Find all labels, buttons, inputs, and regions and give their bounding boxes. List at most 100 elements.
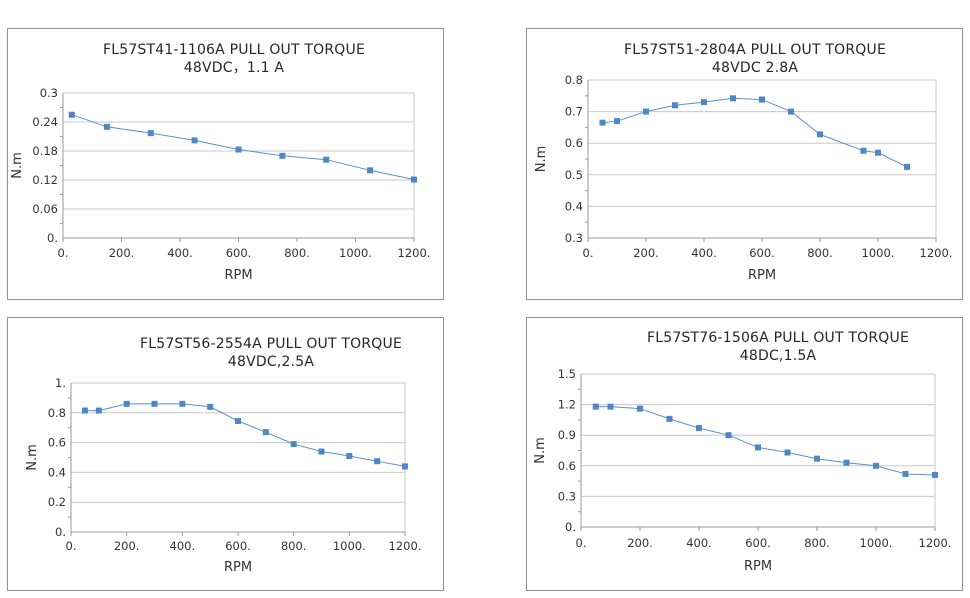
y-tick-label: 1.2 [558, 398, 576, 412]
data-point [643, 108, 649, 115]
chart-title: FL57ST41-1106A PULL OUT TORQUE [103, 42, 365, 58]
y-tick-label: 0.6 [48, 436, 66, 450]
chart-title: FL57ST51-2804A PULL OUT TORQUE [624, 42, 886, 58]
data-point [875, 149, 881, 156]
x-tick-label: 800. [804, 536, 830, 550]
chart-svg: FL57ST76-1506A PULL OUT TORQUE 48DC,1.5A 0… [533, 330, 952, 574]
data-point [607, 403, 614, 410]
y-axis-label: N.m [10, 152, 25, 179]
data-point [672, 102, 678, 109]
chart-svg: FL57ST56-2554A PULL OUT TORQUE 48VDC,2.5A… [25, 336, 422, 575]
data-point [367, 167, 374, 174]
data-point [95, 407, 102, 414]
x-tick-label: 600. [225, 539, 251, 553]
y-tick-label: 0.3 [40, 86, 58, 100]
data-point [68, 111, 75, 118]
data-point [701, 99, 707, 106]
x-tick-label: 600. [745, 536, 771, 550]
y-tick-label: 0.6 [565, 136, 583, 150]
data-point [599, 119, 606, 126]
y-tick-label: 1.5 [558, 367, 576, 381]
y-tick-label: 0.12 [32, 173, 58, 187]
x-tick-label: 1200. [389, 539, 422, 553]
data-point [902, 470, 909, 477]
data-point [904, 163, 910, 170]
y-tick-label: 0.8 [565, 73, 583, 87]
x-tick-label: 400. [691, 246, 717, 260]
x-axis-label: RPM [224, 268, 252, 283]
x-tick-label: 800. [807, 246, 833, 260]
y-tick-label: 0. [47, 231, 58, 245]
data-point [614, 118, 620, 125]
x-tick-label: 200. [109, 246, 135, 260]
chart-panel-fl57st41: FL57ST41-1106A PULL OUT TORQUE 48VDC，1.1 … [7, 28, 444, 300]
y-tick-label: 0.6 [558, 459, 576, 473]
x-axis-label: RPM [748, 268, 776, 283]
x-tick-label: 600. [749, 246, 775, 260]
series-line [71, 114, 415, 180]
data-point [207, 403, 214, 410]
data-point [81, 407, 88, 414]
chart-panel-fl57st56: FL57ST56-2554A PULL OUT TORQUE 48VDC,2.5A… [7, 317, 444, 591]
y-tick-label: 0.3 [558, 489, 576, 503]
data-point [592, 403, 599, 410]
x-tick-label: 0. [576, 536, 587, 550]
y-tick-label: 0.5 [565, 168, 583, 182]
x-tick-label: 1000. [862, 246, 895, 260]
data-point [814, 455, 820, 462]
x-tick-label: 200. [627, 536, 653, 550]
y-tick-label: 0.7 [565, 105, 583, 119]
data-point [323, 156, 330, 163]
data-point [411, 176, 417, 183]
data-point [279, 152, 286, 159]
y-tick-label: 0.9 [558, 428, 576, 442]
y-axis-label: N.m [533, 437, 548, 464]
chart-subtitle: 48VDC 2.8A [712, 60, 798, 76]
x-tick-label: 200. [114, 539, 140, 553]
y-tick-label: 0.06 [32, 202, 58, 216]
y-axis-label: N.m [534, 146, 549, 173]
data-point [873, 462, 879, 469]
x-axis-label: RPM [224, 560, 252, 575]
chart-subtitle: 48DC,1.5A [740, 348, 817, 364]
data-point [637, 405, 643, 412]
data-point [666, 415, 673, 422]
data-point [755, 444, 761, 451]
data-point [179, 400, 186, 407]
x-tick-label: 1200. [919, 536, 952, 550]
series-line [602, 97, 908, 168]
y-tick-label: 0.4 [48, 465, 66, 479]
data-point [817, 131, 823, 138]
x-tick-label: 0. [66, 539, 77, 553]
data-point [759, 96, 765, 103]
y-tick-label: 0. [565, 520, 576, 534]
data-point [103, 123, 110, 130]
data-point [932, 471, 938, 478]
data-point [235, 146, 242, 153]
data-point [151, 400, 158, 407]
y-tick-label: 0.4 [565, 199, 583, 213]
x-tick-label: 800. [284, 246, 310, 260]
data-point [788, 108, 794, 115]
x-tick-label: 400. [686, 536, 712, 550]
chart-svg: FL57ST41-1106A PULL OUT TORQUE 48VDC，1.1 … [10, 42, 430, 283]
y-tick-label: 1. [55, 376, 66, 390]
y-tick-label: 0.8 [48, 406, 66, 420]
x-tick-label: 1000. [860, 536, 893, 550]
x-tick-label: 400. [167, 246, 193, 260]
chart-panel-fl57st76: FL57ST76-1506A PULL OUT TORQUE 48DC,1.5A 0… [526, 317, 963, 591]
data-point [235, 417, 241, 424]
data-point [346, 453, 353, 460]
x-tick-label: 0. [58, 246, 69, 260]
data-point [696, 425, 702, 432]
chart-subtitle: 48VDC,2.5A [228, 354, 314, 370]
x-tick-label: 200. [633, 246, 659, 260]
data-point [147, 130, 154, 137]
data-point [374, 458, 381, 465]
chart-panel-fl57st51: FL57ST51-2804A PULL OUT TORQUE 48VDC 2.8A… [526, 28, 963, 300]
x-tick-label: 0. [583, 246, 594, 260]
y-tick-label: 0.2 [48, 495, 66, 509]
y-tick-label: 0.18 [32, 144, 58, 158]
data-point [725, 432, 732, 439]
data-point [730, 95, 736, 102]
